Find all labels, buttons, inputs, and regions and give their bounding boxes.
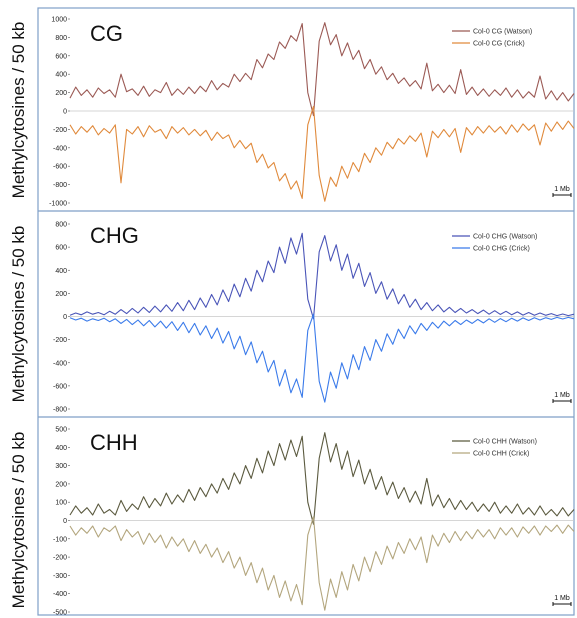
y-tick-label: -200 xyxy=(53,555,67,562)
scale-bar-label: 1 Mb xyxy=(554,392,570,399)
legend-label: Col-0 CG (Crick) xyxy=(473,41,525,48)
legend-chg: Col-0 CHG (Watson) Col-0 CHG (Crick) xyxy=(452,234,537,253)
y-tick-label: 800 xyxy=(55,222,67,229)
panel-title-chh: CHH xyxy=(90,430,138,455)
ylabel-chg: Methylcytosines / 50 kb xyxy=(9,226,28,403)
y-tick-label: -400 xyxy=(53,360,67,367)
panel-title-chg: CHG xyxy=(90,223,139,248)
series-group-chg xyxy=(69,232,575,403)
scale-bar-cg: 1 Mb xyxy=(552,186,572,197)
panel-title-cg: CG xyxy=(90,21,123,46)
y-ticks-cg: -1000 -800 -600 -400 -200 0 200 400 600 800 1000 xyxy=(49,17,70,208)
series-line-cg-watson xyxy=(69,22,575,117)
y-tick-label: -200 xyxy=(53,337,67,344)
y-tick-label: 400 xyxy=(55,445,67,452)
legend-label: Col-0 CHG (Watson) xyxy=(473,234,537,241)
y-ticks-chh: -500 -400 -300 -200 -100 0 100 200 300 400 500 xyxy=(53,427,70,617)
y-tick-label: 0 xyxy=(63,109,67,116)
y-tick-label: 200 xyxy=(55,481,67,488)
y-tick-label: -100 xyxy=(53,536,67,543)
y-ticks-chg: -800 -600 -400 -200 0 200 400 600 800 xyxy=(53,222,70,414)
scale-bar-label: 1 Mb xyxy=(554,186,570,193)
legend-label: Col-0 CG (Watson) xyxy=(473,29,532,36)
legend-chh: Col-0 CHH (Watson) Col-0 CHH (Crick) xyxy=(452,439,537,458)
y-tick-label: -1000 xyxy=(49,201,67,208)
y-tick-label: -500 xyxy=(53,610,67,617)
y-tick-label: -400 xyxy=(53,145,67,152)
y-tick-label: 800 xyxy=(55,35,67,42)
legend-label: Col-0 CHH (Watson) xyxy=(473,439,537,446)
series-line-chh-crick xyxy=(69,516,575,611)
y-tick-label: 300 xyxy=(55,463,67,470)
scale-bar-label: 1 Mb xyxy=(554,595,570,602)
y-tick-label: -200 xyxy=(53,127,67,134)
y-tick-label: -600 xyxy=(53,164,67,171)
ylabel-chh: Methylcytosines / 50 kb xyxy=(9,432,28,609)
y-tick-label: -800 xyxy=(53,407,67,414)
series-group-chh xyxy=(69,432,575,611)
y-tick-label: -800 xyxy=(53,182,67,189)
y-tick-label: -300 xyxy=(53,573,67,580)
scale-bar-chg: 1 Mb xyxy=(552,392,572,403)
series-line-chg-watson xyxy=(69,232,575,320)
y-tick-label: 600 xyxy=(55,245,67,252)
legend-cg: Col-0 CG (Watson) Col-0 CG (Crick) xyxy=(452,29,532,48)
y-tick-label: 400 xyxy=(55,268,67,275)
y-tick-label: 1000 xyxy=(51,17,67,24)
y-tick-label: 400 xyxy=(55,72,67,79)
y-tick-label: 200 xyxy=(55,291,67,298)
y-tick-label: 100 xyxy=(55,500,67,507)
series-group-cg xyxy=(69,22,575,202)
panel-chg: CHG -800 -600 -400 -200 0 200 400 600 800 Col-0 … xyxy=(53,222,575,414)
series-line-chh-watson xyxy=(69,432,575,525)
y-tick-label: -400 xyxy=(53,591,67,598)
y-tick-label: 600 xyxy=(55,53,67,60)
series-line-cg-crick xyxy=(69,105,575,202)
legend-label: Col-0 CHG (Crick) xyxy=(473,246,530,253)
series-line-chg-crick xyxy=(69,313,575,403)
y-tick-label: 500 xyxy=(55,427,67,434)
y-tick-label: 200 xyxy=(55,90,67,97)
scale-bar-chh: 1 Mb xyxy=(552,595,572,606)
panel-cg: CG -1000 -800 -600 -400 -200 0 200 400 600 800 100… xyxy=(49,17,575,208)
y-tick-label: 0 xyxy=(63,314,67,321)
y-tick-label: -600 xyxy=(53,383,67,390)
legend-label: Col-0 CHH (Crick) xyxy=(473,451,529,458)
ylabel-cg: Methylcytosines / 50 kb xyxy=(9,22,28,199)
y-tick-label: 0 xyxy=(63,518,67,525)
panel-chh: CHH -500 -400 -300 -200 -100 0 100 200 300 400 500… xyxy=(53,427,575,617)
